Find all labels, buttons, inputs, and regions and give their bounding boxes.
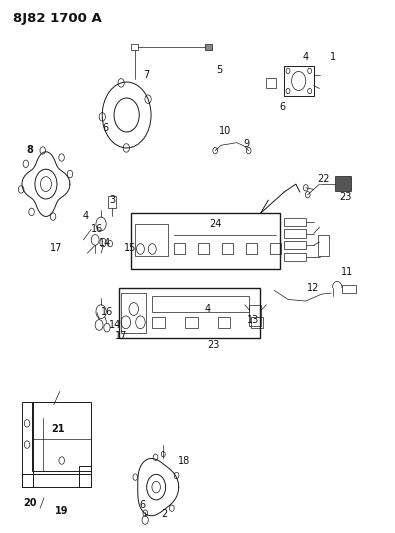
Bar	[23, 402, 33, 487]
Bar	[198, 243, 209, 254]
Text: 6: 6	[279, 102, 285, 112]
Bar	[119, 288, 260, 338]
Text: 12: 12	[307, 283, 320, 293]
Text: 18: 18	[178, 456, 190, 465]
Bar	[174, 243, 185, 254]
Text: 15: 15	[124, 243, 137, 253]
Bar	[79, 466, 91, 487]
Text: 9: 9	[244, 139, 250, 149]
Text: 1: 1	[330, 52, 337, 61]
Bar	[246, 243, 257, 254]
Bar	[251, 317, 263, 328]
Text: 20: 20	[23, 498, 37, 508]
Bar	[131, 213, 280, 269]
Bar	[318, 235, 329, 256]
Text: 24: 24	[209, 219, 222, 229]
Text: 21: 21	[51, 424, 64, 434]
Bar	[32, 402, 91, 471]
Text: 2: 2	[161, 508, 167, 519]
Bar	[284, 253, 306, 261]
Text: 17: 17	[115, 330, 127, 341]
Text: 22: 22	[317, 174, 330, 184]
Text: 16: 16	[101, 306, 113, 317]
Bar	[342, 285, 356, 293]
Text: 4: 4	[204, 304, 211, 314]
Bar	[335, 176, 351, 191]
Bar	[284, 66, 314, 96]
Text: 4: 4	[303, 52, 309, 61]
Bar	[250, 305, 261, 326]
Bar	[108, 196, 116, 208]
Text: 13: 13	[246, 314, 259, 325]
Text: 14: 14	[99, 238, 111, 247]
Text: 8: 8	[27, 144, 34, 155]
Bar	[218, 317, 230, 328]
Bar	[152, 317, 165, 328]
Text: 23: 23	[339, 192, 351, 203]
Text: 6: 6	[139, 499, 145, 510]
Bar	[205, 44, 213, 50]
Text: 10: 10	[219, 126, 231, 136]
Bar	[23, 474, 91, 487]
Text: 6: 6	[102, 123, 108, 133]
Bar	[222, 243, 233, 254]
Bar	[284, 217, 306, 226]
Text: 5: 5	[216, 65, 222, 75]
Text: 19: 19	[55, 506, 68, 516]
Text: 7: 7	[143, 70, 149, 80]
Bar	[266, 78, 276, 88]
Text: 14: 14	[109, 320, 121, 330]
Bar	[135, 224, 168, 256]
Bar	[185, 317, 198, 328]
Text: 4: 4	[82, 211, 88, 221]
Text: 16: 16	[91, 224, 103, 235]
Bar	[132, 44, 138, 50]
Text: 11: 11	[341, 267, 353, 277]
Text: 3: 3	[110, 195, 116, 205]
Bar	[152, 296, 249, 312]
Bar	[121, 293, 146, 333]
Text: 17: 17	[50, 243, 62, 253]
Bar	[284, 229, 306, 238]
Bar	[284, 241, 306, 249]
Text: 8J82 1700 A: 8J82 1700 A	[13, 12, 101, 26]
Text: 23: 23	[207, 340, 220, 350]
Bar	[270, 243, 281, 254]
